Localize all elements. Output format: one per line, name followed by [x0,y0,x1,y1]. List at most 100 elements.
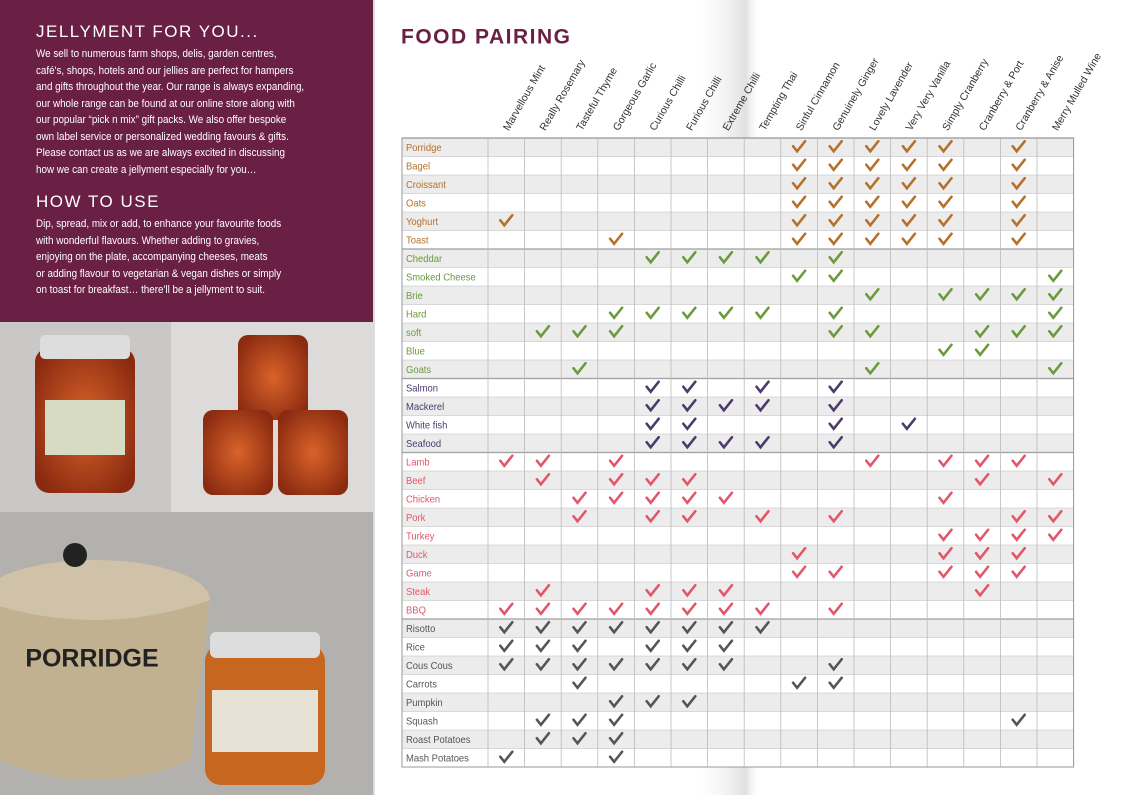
row-bg [402,249,1074,268]
check [901,158,917,172]
check [608,620,624,635]
row-bg [402,286,1074,305]
check [755,250,770,265]
row-label: Bagel [406,161,430,173]
check [1011,287,1027,302]
check [681,639,697,653]
check [608,232,624,246]
check [828,158,844,172]
check [1048,306,1063,320]
row-label: Roast Potatoes [406,735,470,747]
check [681,694,697,709]
row-label: Mackerel [406,402,444,414]
text-line: our popular “pick n mix” gift packs. We … [36,114,287,126]
row-label: Duck [406,550,428,562]
row-bg [402,748,1074,767]
check [681,380,697,394]
text-line: café's, shops, hotels and our jellies ar… [36,64,294,77]
check [681,657,697,672]
check [828,139,844,154]
check [901,176,917,191]
heading: HOW TO USE [36,192,160,211]
check [572,361,587,376]
row-bg [402,304,1074,323]
left-panel: JELLYMENT FOR YOU... We sell to numerous … [0,0,373,322]
check [645,639,661,653]
check [681,250,697,265]
check [681,583,697,598]
check [755,620,770,635]
check [1011,713,1027,727]
text-line: Dip, spread, mix or add, to enhance your… [36,218,282,230]
check [535,324,551,339]
table-border [401,137,1075,768]
check [718,250,734,265]
check [645,435,661,450]
check [938,343,953,357]
check [791,232,807,246]
check [645,472,661,487]
section: JELLYMENT FOR YOU... We sell to numerous … [36,22,341,178]
check [1011,454,1027,468]
check [681,602,697,616]
row-label: Carrots [406,679,437,691]
check [828,565,844,579]
check [608,750,624,764]
check [572,620,587,635]
check [901,417,917,431]
check [1011,232,1027,246]
check [535,620,551,635]
row-bg [402,138,1074,157]
check [535,639,551,653]
column-header: Tempting Thai [757,70,800,133]
check [608,324,624,339]
row-bg [402,656,1074,675]
check [791,269,807,283]
check [938,232,953,246]
check [645,380,661,394]
check [938,528,953,542]
check [608,657,624,672]
check [828,602,844,616]
check [645,509,661,524]
check [498,602,514,616]
check [1048,528,1063,542]
row-label: BBQ [406,605,426,617]
jar-label [45,400,125,455]
check [864,158,880,172]
check [938,565,953,579]
check [755,380,770,394]
check [608,602,624,616]
check [572,639,587,653]
check [938,546,953,561]
check [681,620,697,635]
check [791,158,807,172]
jar [278,410,348,495]
row-label: Rice [406,642,425,654]
check [1011,546,1027,561]
check [828,306,844,320]
check [498,639,514,653]
check [681,435,697,450]
row-bg [402,526,1074,545]
check [572,676,587,690]
check [828,232,844,246]
row-label: Risotto [406,624,436,636]
jar-lid [210,632,320,658]
check [645,657,661,672]
check [1048,269,1063,283]
check [828,213,844,228]
row-label: Smoked Cheese [406,272,476,284]
row-bg [402,600,1074,619]
check [718,306,734,320]
row-label: Croissant [406,180,446,192]
row-bg [402,175,1074,194]
row-bg [402,415,1074,434]
check [938,139,953,154]
check [974,287,990,302]
check [1011,139,1027,154]
row-bg [402,711,1074,730]
knob [63,543,87,567]
check [535,731,551,746]
text-line: or adding flavour to vegetarian & vegan … [36,267,282,280]
